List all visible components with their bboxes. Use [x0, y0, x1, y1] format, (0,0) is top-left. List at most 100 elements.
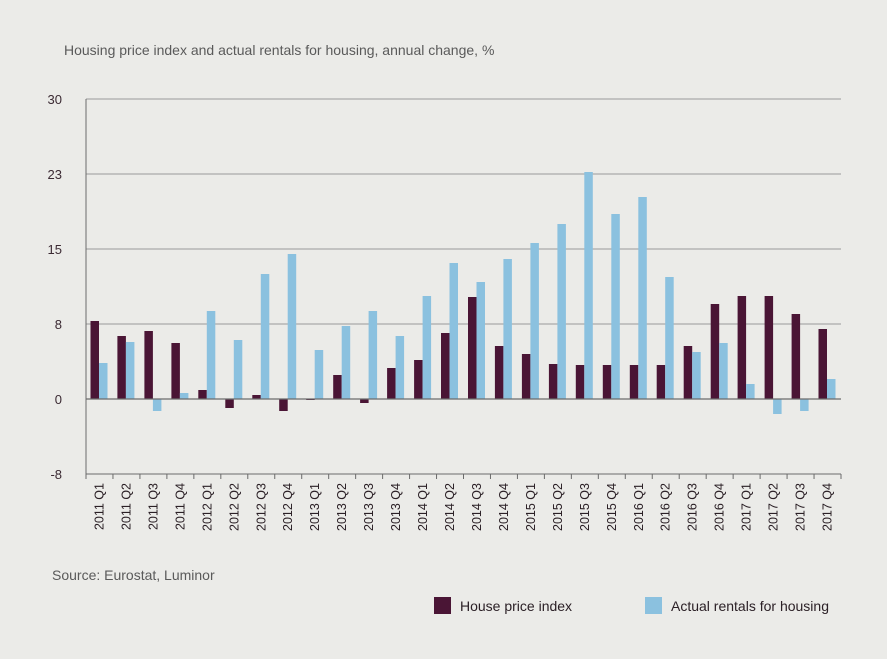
x-tick-label: 2013 Q2: [335, 483, 349, 531]
bar-house-price-index: [602, 365, 612, 399]
bar-actual-rentals: [341, 326, 351, 399]
x-tick-label: 2016 Q3: [686, 483, 700, 531]
x-tick-label: 2012 Q4: [281, 483, 295, 531]
bar-house-price-index: [629, 365, 639, 399]
x-tick-label: 2011 Q3: [146, 483, 160, 530]
bar-actual-rentals: [314, 350, 324, 399]
bar-house-price-index: [279, 399, 288, 411]
source-note: Source: Eurostat, Luminor: [52, 567, 215, 583]
bar-house-price-index: [198, 390, 207, 399]
x-tick-label: 2015 Q3: [578, 483, 592, 531]
bar-actual-rentals: [476, 282, 485, 399]
bar-house-price-index: [764, 296, 774, 399]
bar-actual-rentals: [99, 363, 108, 399]
y-tick-label: 0: [55, 392, 62, 407]
bar-actual-rentals: [557, 224, 566, 399]
bar-house-price-index: [387, 368, 396, 399]
x-tick-label: 2014 Q2: [443, 483, 457, 531]
bar-actual-rentals: [827, 379, 836, 399]
x-tick-label: 2013 Q1: [308, 483, 322, 531]
bar-actual-rentals: [179, 393, 189, 399]
y-tick-label: 30: [48, 92, 62, 107]
bar-house-price-index: [252, 395, 261, 399]
legend-label: Actual rentals for housing: [671, 598, 829, 614]
bar-house-price-index: [818, 329, 827, 399]
bar-actual-rentals: [395, 336, 405, 399]
y-tick-label: 8: [55, 317, 62, 332]
legend-label: House price index: [460, 598, 572, 614]
bar-house-price-index: [441, 333, 450, 399]
bar-actual-rentals: [503, 259, 512, 399]
bar-house-price-index: [171, 343, 180, 399]
x-tick-label: 2016 Q1: [632, 483, 646, 531]
bar-actual-rentals: [611, 214, 620, 399]
bar-house-price-index: [575, 365, 585, 399]
bar-house-price-index: [360, 399, 369, 403]
y-tick-label: -8: [50, 467, 62, 482]
y-tick-label: 15: [48, 242, 62, 257]
bar-house-price-index: [521, 354, 531, 399]
bar-actual-rentals: [260, 274, 270, 399]
bar-actual-rentals: [638, 197, 647, 399]
x-tick-label: 2015 Q1: [524, 483, 538, 531]
bar-house-price-index: [225, 399, 234, 408]
x-tick-label: 2013 Q4: [389, 483, 403, 531]
bar-house-price-index: [117, 336, 126, 399]
bar-actual-rentals: [773, 399, 782, 414]
bar-actual-rentals: [287, 254, 297, 399]
bar-house-price-index: [791, 314, 801, 399]
bar-actual-rentals: [692, 352, 701, 399]
legend: House price index Actual rentals for hous…: [434, 597, 829, 614]
bar-house-price-index: [468, 297, 477, 399]
x-tick-label: 2015 Q4: [605, 483, 619, 531]
bar-actual-rentals: [746, 384, 755, 399]
y-tick-label: 23: [48, 167, 62, 182]
bar-house-price-index: [737, 296, 747, 399]
bar-actual-rentals: [719, 343, 728, 399]
bars: [90, 172, 836, 414]
x-tick-label: 2012 Q1: [200, 483, 214, 531]
bar-house-price-index: [710, 304, 720, 399]
bar-house-price-index: [548, 364, 558, 399]
x-tick-label: 2014 Q1: [416, 483, 430, 531]
grid: [86, 98, 841, 400]
bar-house-price-index: [333, 375, 342, 399]
x-tick-label: 2017 Q1: [740, 483, 754, 531]
x-tick-label: 2017 Q4: [821, 483, 835, 531]
bar-actual-rentals: [584, 172, 593, 399]
x-tick-label: 2015 Q2: [551, 483, 565, 531]
x-tick-label: 2011 Q4: [173, 483, 187, 530]
x-tick-label: 2017 Q2: [767, 483, 781, 531]
bar-actual-rentals: [125, 342, 135, 399]
bar-actual-rentals: [233, 340, 243, 399]
bar-actual-rentals: [152, 399, 162, 411]
bar-actual-rentals: [530, 243, 539, 399]
axes: [85, 99, 842, 479]
bar-house-price-index: [144, 331, 153, 399]
bar-house-price-index: [494, 346, 504, 399]
bar-actual-rentals: [449, 263, 458, 399]
bar-house-price-index: [414, 360, 423, 399]
x-tick-label: 2016 Q4: [713, 483, 727, 531]
legend-swatch: [645, 597, 662, 614]
bar-actual-rentals: [368, 311, 378, 399]
x-tick-label: 2012 Q3: [254, 483, 268, 531]
x-axis-labels: 2011 Q1 2011 Q2 2011 Q3 2011 Q4 2012 Q1 2012 …: [92, 483, 834, 531]
x-tick-label: 2016 Q2: [659, 483, 673, 531]
bar-house-price-index: [683, 346, 693, 399]
x-tick-label: 2014 Q4: [497, 483, 511, 531]
x-tick-label: 2017 Q3: [794, 483, 808, 531]
bar-actual-rentals: [422, 296, 432, 399]
bar-house-price-index: [90, 321, 99, 399]
x-tick-label: 2012 Q2: [227, 483, 241, 531]
x-tick-label: 2014 Q3: [470, 483, 484, 531]
legend-swatch: [434, 597, 451, 614]
chart-title: Housing price index and actual rentals f…: [64, 42, 494, 58]
bar-actual-rentals: [800, 399, 809, 411]
bar-actual-rentals: [665, 277, 674, 399]
x-tick-label: 2013 Q3: [362, 483, 376, 531]
bar-house-price-index: [656, 365, 666, 399]
bar-actual-rentals: [206, 311, 216, 399]
y-axis-labels: 30 23 15 8 0 -8: [48, 92, 62, 482]
